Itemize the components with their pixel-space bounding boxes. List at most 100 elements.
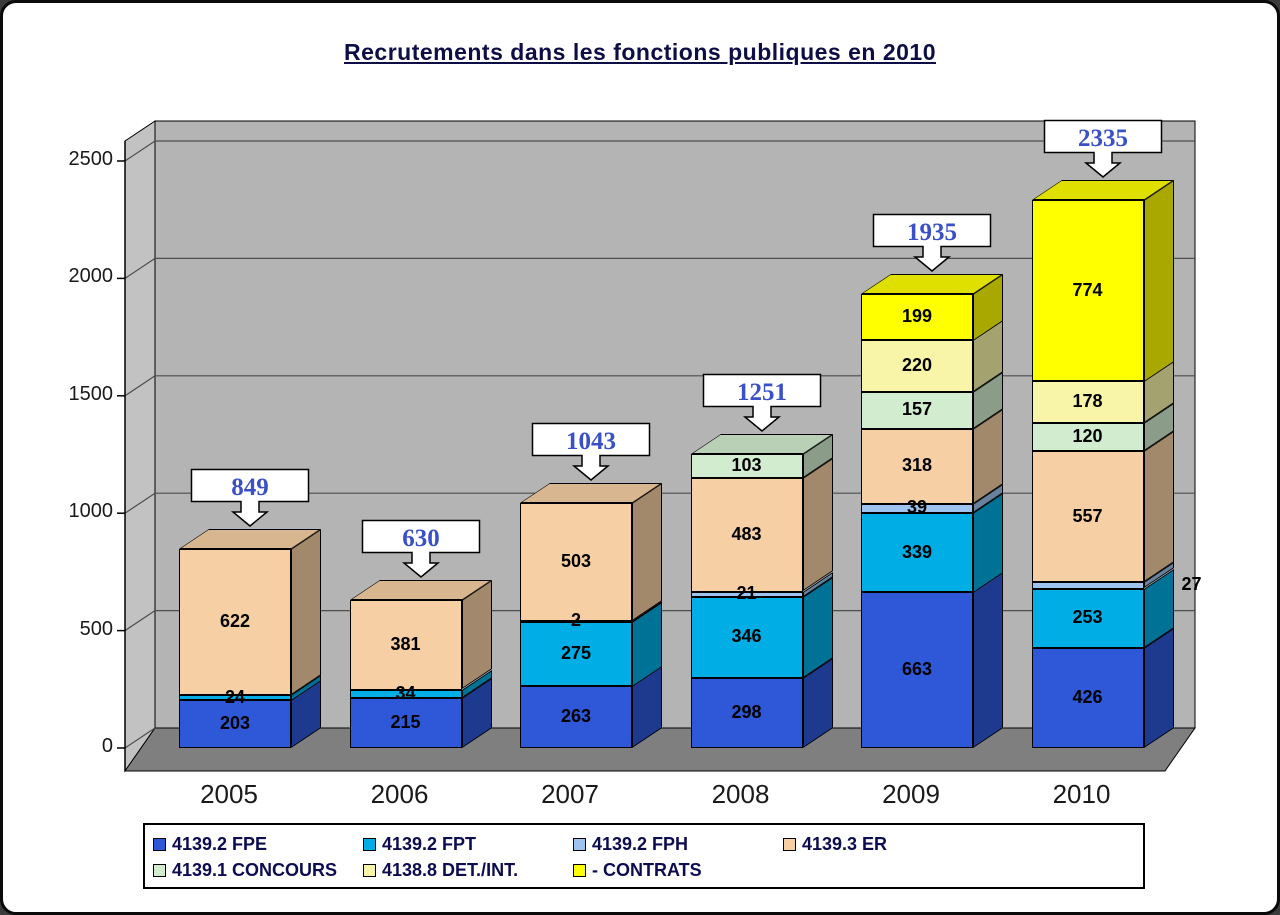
bar-value-label: 381	[390, 633, 421, 654]
legend: 4139.2 FPE 4139.2 FPT 4139.2 FPH 4139.3 ER …	[143, 823, 1145, 889]
legend-swatch	[573, 863, 586, 877]
x-category-label: 2008	[711, 779, 770, 809]
bar-segment	[349, 600, 462, 690]
tick-connector	[124, 727, 156, 749]
callout-arrow-shape	[702, 374, 821, 433]
bar-value-label: 263	[560, 706, 592, 727]
bar-segment	[690, 678, 803, 748]
total-label: 2335	[1078, 125, 1128, 152]
total-callout: 2335	[1043, 119, 1162, 178]
bar-value-label: 34	[395, 682, 416, 703]
legend-label: 4138.8 DET./INT.	[382, 859, 519, 880]
legend-swatch	[153, 837, 166, 851]
bar-value-label: 215	[390, 711, 421, 732]
bar-value-label: 557	[1072, 505, 1103, 526]
tick-connector	[124, 610, 156, 632]
bar-segment	[349, 697, 462, 748]
bar-segment	[1031, 451, 1144, 583]
legend-swatch	[153, 863, 166, 877]
legend-item: 4139.3 ER	[783, 834, 887, 855]
bar-segment	[179, 700, 291, 748]
bar-segment	[690, 454, 803, 479]
bar-value-label: 298	[731, 702, 762, 722]
legend-row: 4139.2 FPE 4139.2 FPT 4139.2 FPH 4139.3 ER	[153, 831, 1135, 857]
bar-segment	[520, 503, 632, 622]
plot-3d: 0 500 1000 1500 2000 2500 2005 203 24 622 849 2006 2…	[43, 103, 1253, 809]
tick-connector	[124, 492, 156, 514]
bar-value-label: 339	[901, 541, 933, 562]
bar-value-label: 318	[901, 455, 933, 476]
bar-segment	[861, 592, 973, 748]
legend-row: 4139.1 CONCOURS 4138.8 DET./INT. - CONTRAT…	[153, 857, 1135, 883]
bar-value-label: 21	[736, 583, 757, 604]
x-category-label: 2006	[370, 779, 429, 809]
total-label: 1251	[737, 379, 787, 406]
legend-item: 4139.1 CONCOURS	[153, 860, 363, 881]
total-callout: 1251	[702, 374, 821, 433]
legend-swatch	[573, 837, 586, 851]
bar-value-label: 157	[901, 399, 933, 420]
bar-segment	[1031, 588, 1144, 648]
total-callout: 1043	[531, 422, 651, 482]
bar-segment-side	[1143, 627, 1174, 748]
total-callout: 849	[190, 468, 310, 527]
bar-segment-side	[973, 572, 1003, 748]
bar-segment	[861, 428, 973, 504]
x-category-label: 2009	[882, 779, 940, 809]
bar-value-label: 27	[1181, 574, 1202, 595]
legend-item: 4139.2 FPT	[363, 834, 573, 855]
bar-segment-side	[1143, 179, 1174, 382]
y-tick-label: 1000	[68, 500, 114, 523]
bar-value-label: 253	[1072, 607, 1103, 628]
bar-segment	[349, 689, 462, 698]
callout-arrow-shape	[361, 519, 480, 579]
bar-segment	[861, 293, 973, 341]
total-label: 1043	[566, 428, 616, 455]
legend-item: 4138.8 DET./INT.	[363, 860, 573, 881]
bar-segment	[1031, 199, 1144, 382]
x-category-label: 2007	[541, 779, 599, 809]
bar-segment-side	[1143, 431, 1174, 583]
bar-segment	[1031, 582, 1144, 589]
callout-arrow-shape	[1043, 119, 1162, 178]
legend-item: 4139.2 FPH	[573, 834, 783, 855]
y-tick-label: 2000	[68, 265, 114, 288]
legend-item: - CONTRATS	[573, 860, 702, 881]
legend-swatch	[783, 837, 796, 851]
total-label: 1935	[907, 219, 957, 246]
bar-value-label: 103	[731, 455, 762, 476]
bar-segment	[861, 340, 973, 393]
legend-label: - CONTRATS	[592, 859, 702, 880]
tick-connector	[124, 140, 156, 162]
legend-swatch	[363, 863, 376, 877]
bar-value-label: 2	[570, 610, 581, 631]
legend-label: 4139.2 FPH	[592, 833, 689, 854]
bar-value-label: 346	[731, 626, 762, 647]
bar-value-label: 120	[1072, 426, 1103, 447]
total-callout: 630	[361, 519, 480, 579]
bar-segment	[1031, 423, 1144, 452]
bar-value-label: 622	[219, 610, 251, 631]
chart-area: 0 500 1000 1500 2000 2500 2005 203 24 622 849 2006 2…	[43, 103, 1253, 809]
bar-value-label: 426	[1072, 686, 1103, 707]
bar-value-label: 483	[731, 524, 762, 545]
bar-segment-side	[632, 483, 662, 622]
bar-segment	[690, 591, 803, 597]
bar-value-label: 774	[1072, 279, 1103, 300]
bar-segment-side	[291, 528, 321, 695]
legend-item: 4139.2 FPE	[153, 834, 363, 855]
bar-segment-side	[802, 458, 833, 592]
total-label: 630	[402, 525, 440, 552]
legend-swatch	[363, 837, 376, 851]
bar-segment	[690, 596, 803, 679]
bar-value-label: 663	[901, 659, 933, 680]
y-tick-label: 500	[79, 617, 113, 640]
bar-segment	[861, 503, 973, 513]
bar-value-label: 503	[560, 551, 592, 572]
callout-arrow-shape	[531, 422, 651, 482]
bar-segment	[690, 478, 803, 592]
legend-label: 4139.3 ER	[802, 833, 888, 854]
chart-title: Recrutements dans les fonctions publique…	[344, 39, 936, 65]
bar-segment	[1031, 381, 1144, 424]
